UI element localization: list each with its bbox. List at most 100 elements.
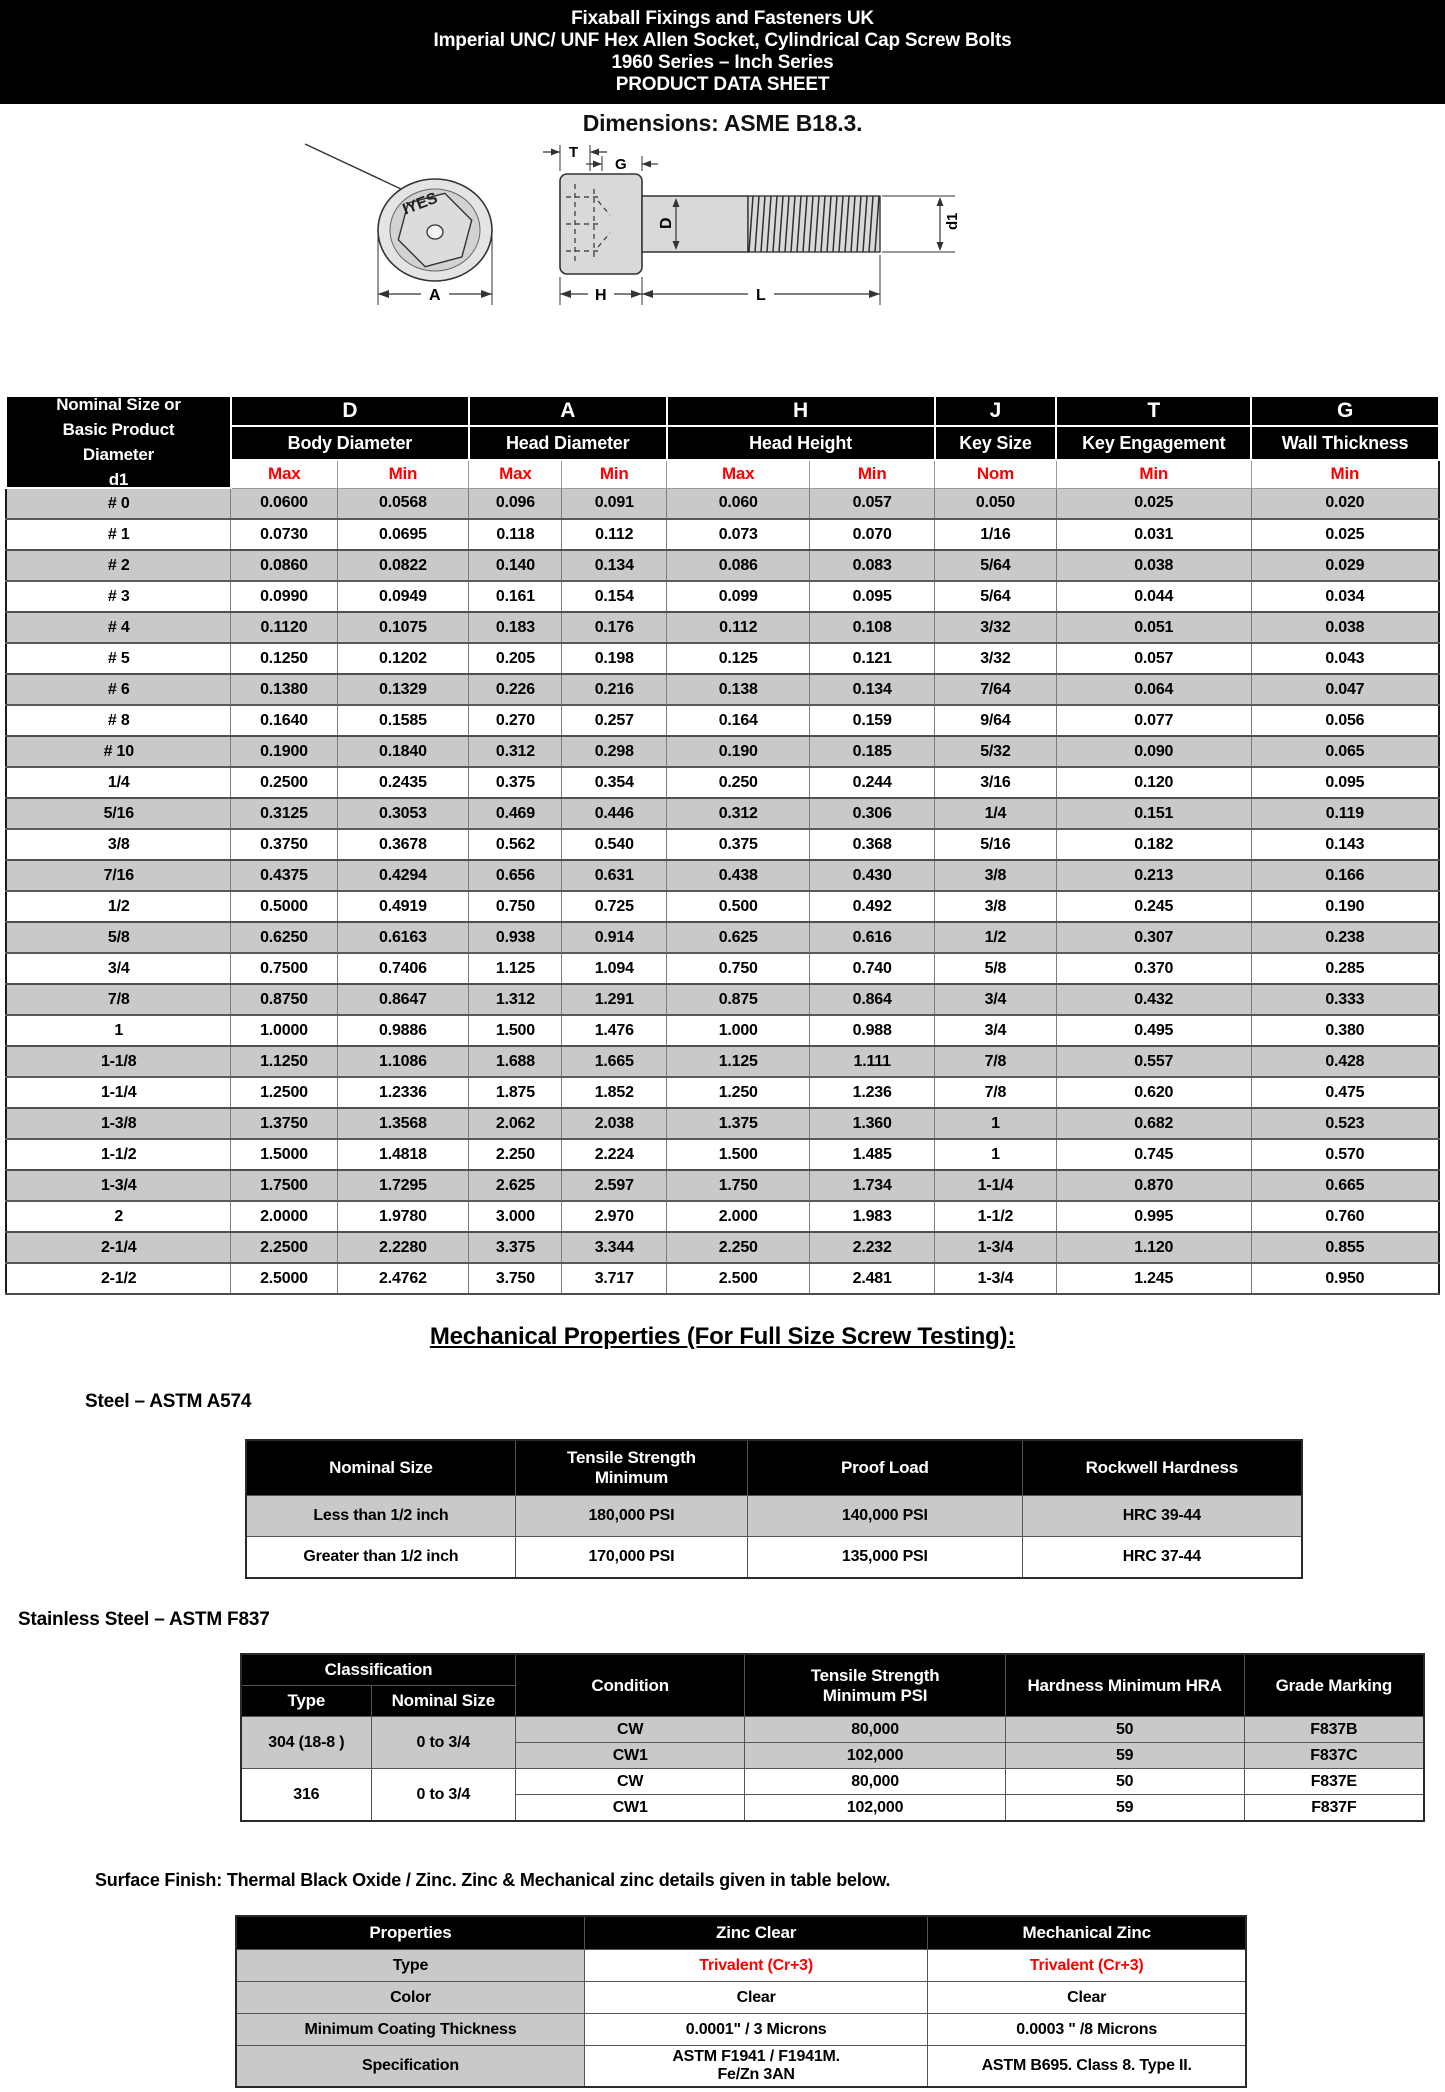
dimension-row: 1-1/4 1.2500 1.2336 1.875 1.852 1.250 1.236 7/8…	[5, 1076, 1440, 1109]
value-cell: 2.000	[666, 1200, 811, 1233]
value-cell: 0.176	[561, 611, 668, 644]
value-cell: 0.198	[561, 642, 668, 675]
surface-row: Type Trivalent (Cr+3) Trivalent (Cr+3)	[235, 1949, 1247, 1982]
value-cell: 2.4762	[336, 1262, 470, 1295]
value-cell: 0.0860	[230, 549, 338, 582]
value-cell: 0.1840	[336, 735, 470, 768]
size-cell: # 10	[5, 735, 232, 768]
ss-col-condition: Condition	[514, 1653, 746, 1717]
value-cell: 0.0568	[336, 487, 470, 520]
col-letter-G: G	[1250, 394, 1440, 428]
sheet-type-title: PRODUCT DATA SHEET	[615, 74, 830, 95]
value-cell: 3/32	[934, 611, 1057, 644]
value-cell: 1.250	[666, 1076, 811, 1109]
value-cell: 0.368	[809, 828, 936, 861]
value-cell: 1.375	[666, 1107, 811, 1140]
value-cell: 0.740	[809, 952, 936, 985]
dim-label-h: H	[595, 287, 606, 304]
value-cell: 0.306	[809, 797, 936, 830]
sub-header-min: Min	[809, 459, 936, 489]
value-cell: 2.2500	[230, 1231, 338, 1264]
value-cell: 2.062	[468, 1107, 563, 1140]
value-cell: 0.950	[1250, 1262, 1440, 1295]
value-cell: 3.375	[468, 1231, 563, 1264]
value-cell: 1.360	[809, 1107, 936, 1140]
condition-cell: CW1	[514, 1794, 746, 1822]
value-cell: 0.1900	[230, 735, 338, 768]
size-cell: # 1	[5, 518, 232, 551]
value-cell: 1.094	[561, 952, 668, 985]
col-group-key-engagement: Key Engagement	[1055, 425, 1253, 462]
value-cell: 3.344	[561, 1231, 668, 1264]
value-cell: 0.108	[809, 611, 936, 644]
type-cell: 304 (18-8 )	[240, 1716, 372, 1769]
letter-header-row: Nominal Size or Basic Product Diameter d…	[5, 394, 1440, 489]
value-cell: 0.562	[468, 828, 563, 861]
value-cell: 0.216	[561, 673, 668, 706]
value-cell: 0.875	[666, 983, 811, 1016]
value-cell: 0.370	[1055, 952, 1252, 985]
value-cell: 170,000 PSI	[514, 1536, 749, 1579]
value-cell: 1.665	[561, 1045, 668, 1078]
steel-col-proof-load: Proof Load	[747, 1439, 1023, 1496]
value-cell: 1.125	[468, 952, 563, 985]
dimension-row: # 0 0.0600 0.0568 0.096 0.091 0.060 0.057 0.050…	[5, 487, 1440, 520]
value-cell: 140,000 PSI	[747, 1495, 1023, 1537]
value-cell: 1.1086	[336, 1045, 470, 1078]
size-cell: 5/16	[5, 797, 232, 830]
hardness-cell: 59	[1004, 1742, 1245, 1769]
size-cell: 1-3/4	[5, 1169, 232, 1202]
sub-header-min: Min	[1250, 459, 1440, 489]
value-cell: 0.044	[1055, 580, 1252, 613]
mechanical-zinc-value-cell: 0.0003 " /8 Microns	[927, 2013, 1247, 2046]
condition-cell: CW	[514, 1716, 746, 1743]
surface-row: Specification ASTM F1941 / F1941M. Fe/Zn …	[235, 2045, 1247, 2088]
value-cell: 0.8750	[230, 983, 338, 1016]
size-cell: 1-1/4	[5, 1076, 232, 1109]
dimension-row: 7/16 0.4375 0.4294 0.656 0.631 0.438 0.430 3/8 0…	[5, 859, 1440, 892]
value-cell: 0.086	[666, 549, 811, 582]
value-cell: 1.750	[666, 1169, 811, 1202]
value-cell: 0.3678	[336, 828, 470, 861]
col-group-head-diameter: Head Diameter	[467, 425, 668, 462]
value-cell: 0.134	[809, 673, 936, 706]
value-cell: 1.500	[666, 1138, 811, 1171]
minmax-header-row: Max Min Max Min Max Min Nom Min Min	[6, 459, 1440, 489]
steel-table-body: Less than 1/2 inch 180,000 PSI 140,000 PSI…	[245, 1495, 1303, 1579]
corner-line2: Basic Product	[62, 420, 175, 439]
value-cell: 1.485	[809, 1138, 936, 1171]
value-cell: 0.073	[666, 518, 811, 551]
value-cell: 0.988	[809, 1014, 936, 1047]
value-cell: 0.557	[1055, 1045, 1252, 1078]
series-title: 1960 Series – Inch Series	[611, 52, 834, 73]
type-cell: 316	[240, 1768, 372, 1822]
value-cell: 9/64	[934, 704, 1057, 737]
value-cell: 0.091	[561, 487, 668, 520]
value-cell: 1.2336	[336, 1076, 470, 1109]
value-cell: 0.4919	[336, 890, 470, 923]
surf-col-zinc-clear: Zinc Clear	[583, 1915, 929, 1950]
steel-properties-table: Nominal Size Tensile Strength Minimum Pr…	[245, 1439, 1303, 1579]
value-cell: 0.745	[1055, 1138, 1252, 1171]
value-cell: 0.050	[934, 487, 1057, 520]
value-cell: 1-1/2	[934, 1200, 1057, 1233]
value-cell: 0.047	[1250, 673, 1440, 706]
dimension-row: 2 2.0000 1.9780 3.000 2.970 2.000 1.983 1-1/2 0.…	[5, 1200, 1440, 1233]
col-letter-T: T	[1055, 394, 1253, 428]
size-cell: 3/4	[5, 952, 232, 985]
value-cell: 0.164	[666, 704, 811, 737]
value-cell: 2.970	[561, 1200, 668, 1233]
value-cell: 1-1/4	[934, 1169, 1057, 1202]
value-cell: 5/32	[934, 735, 1057, 768]
value-cell: 1.2500	[230, 1076, 338, 1109]
value-cell: 0.1075	[336, 611, 470, 644]
size-cell: 1	[5, 1014, 232, 1047]
value-cell: 0.1329	[336, 673, 470, 706]
value-cell: 0.244	[809, 766, 936, 799]
dimension-table-body: # 0 0.0600 0.0568 0.096 0.091 0.060 0.057 0.050…	[5, 487, 1440, 1295]
size-cell: 2-1/2	[5, 1262, 232, 1295]
steel-col-nominal-size: Nominal Size	[245, 1439, 516, 1496]
value-cell: 0.185	[809, 735, 936, 768]
corner-line3: Diameter	[82, 445, 155, 464]
steel-row: Greater than 1/2 inch 170,000 PSI 135,000 …	[245, 1536, 1303, 1579]
